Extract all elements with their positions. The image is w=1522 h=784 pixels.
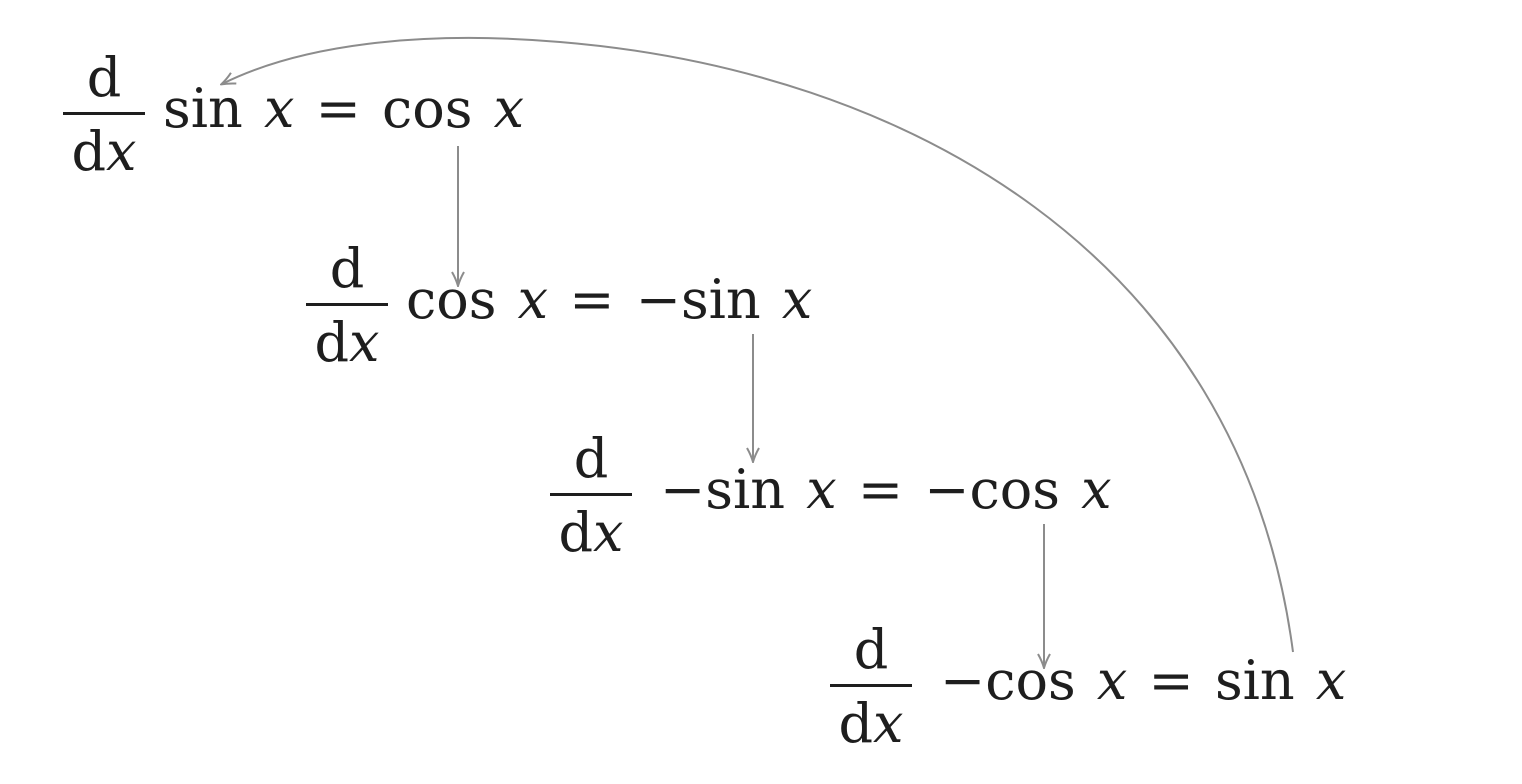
rhs-variable: x — [1315, 649, 1347, 712]
denominator-variable: x — [106, 120, 137, 183]
fraction-numerator: d — [329, 237, 365, 300]
rhs-variable: x — [1081, 458, 1112, 521]
rhs-function: −cos — [924, 458, 1060, 521]
fraction-denominator: dx — [548, 506, 634, 560]
derivative-operator: d dx — [548, 426, 634, 576]
equals-sign: = — [569, 268, 615, 331]
fraction-numerator: d — [853, 618, 889, 681]
rhs-function: cos — [382, 77, 473, 140]
equals-sign: = — [315, 77, 361, 140]
lhs-variable: x — [263, 77, 295, 140]
lhs-function: −sin — [660, 458, 786, 521]
rhs-variable: x — [781, 268, 813, 331]
denominator-d: d — [314, 311, 350, 374]
lhs-function: cos — [406, 268, 497, 331]
fraction-numerator: d — [573, 427, 609, 490]
derivative-operator: d dx — [304, 236, 390, 386]
equals-sign: = — [857, 458, 904, 521]
derivative-operator: d dx — [61, 45, 147, 195]
denominator-variable: x — [593, 501, 624, 564]
equation-body: −sin x = −cos x — [660, 463, 1112, 517]
denominator-variable: x — [349, 311, 380, 374]
fraction-numerator: d — [86, 46, 122, 109]
rhs-function: −sin — [635, 268, 761, 331]
fraction-bar — [306, 303, 388, 306]
lhs-variable: x — [517, 268, 549, 331]
denominator-d: d — [838, 692, 874, 755]
fraction-bar — [830, 684, 912, 687]
rhs-function: sin — [1214, 649, 1295, 712]
fraction-denominator: dx — [304, 316, 390, 370]
fraction-denominator: dx — [61, 125, 147, 179]
equation-body: −cos x = sin x — [940, 654, 1346, 708]
lhs-variable: x — [806, 458, 837, 521]
lhs-variable: x — [1096, 649, 1128, 712]
derivative-operator: d dx — [828, 617, 914, 767]
equals-sign: = — [1148, 649, 1194, 712]
lhs-function: sin — [163, 77, 243, 140]
fraction-bar — [63, 112, 145, 115]
lhs-function: −cos — [940, 649, 1076, 712]
denominator-variable: x — [873, 692, 904, 755]
denominator-d: d — [71, 120, 107, 183]
fraction-denominator: dx — [828, 697, 914, 751]
denominator-d: d — [558, 501, 594, 564]
equation-body: cos x = −sin x — [406, 273, 812, 327]
rhs-variable: x — [493, 77, 525, 140]
fraction-bar — [550, 493, 632, 496]
equation-body: sin x = cos x — [163, 82, 524, 136]
